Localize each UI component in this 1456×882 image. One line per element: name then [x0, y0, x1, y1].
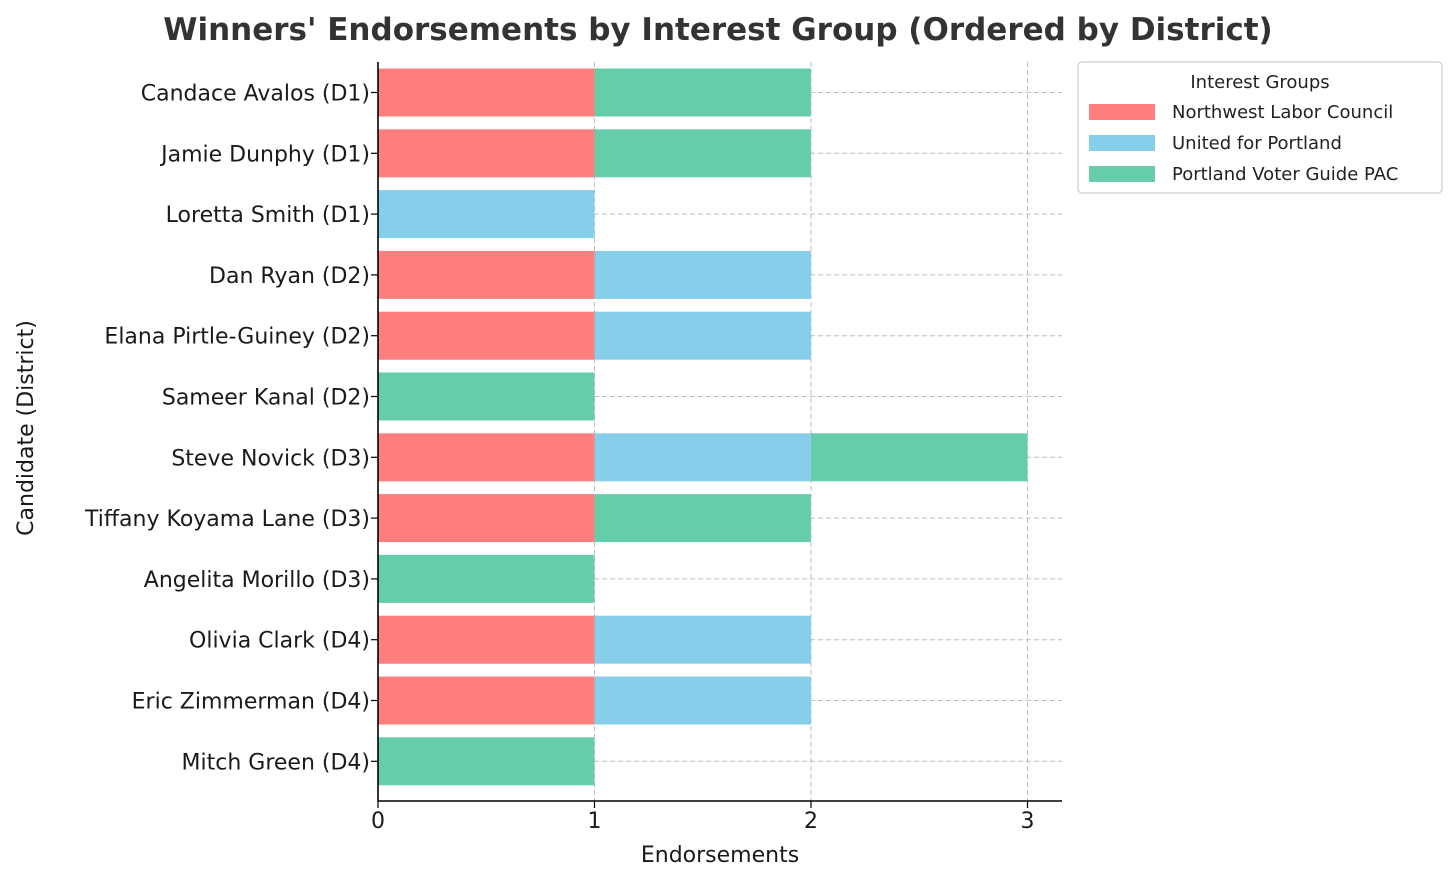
x-tick-label: 0 — [371, 809, 385, 834]
bar-segment — [594, 311, 811, 360]
bar-segment — [378, 311, 595, 360]
y-tick-label: Candace Avalos (D1) — [141, 82, 370, 107]
y-tick-labels: Candace Avalos (D1) Jamie Dunphy (D1) Lore… — [84, 82, 378, 775]
legend-label: Northwest Labor Council — [1172, 102, 1393, 123]
y-tick-label: Tiffany Koyama Lane (D3) — [84, 507, 370, 532]
x-axis-label: Endorsements — [641, 843, 799, 868]
x-tick-labels: 0 1 2 3 — [371, 801, 1035, 834]
bar-segment — [378, 737, 595, 786]
bar-segment — [594, 615, 811, 664]
bar-segment — [594, 68, 811, 117]
y-tick-label: Olivia Clark (D4) — [189, 629, 370, 654]
bar-segment — [378, 250, 595, 299]
legend-label: United for Portland — [1172, 133, 1342, 154]
bar-segment — [378, 190, 595, 239]
x-tick-label: 1 — [588, 809, 602, 834]
legend-swatch — [1089, 166, 1155, 182]
bar-segment — [594, 129, 811, 178]
x-tick-label: 2 — [804, 809, 818, 834]
y-tick-label: Jamie Dunphy (D1) — [159, 142, 370, 167]
bar-segment — [594, 250, 811, 299]
bar-segment — [378, 554, 595, 603]
bar-segment — [594, 676, 811, 725]
y-tick-label: Elana Pirtle-Guiney (D2) — [104, 325, 370, 350]
x-tick-label: 3 — [1021, 809, 1035, 834]
y-tick-label: Eric Zimmerman (D4) — [132, 690, 370, 715]
legend-frame — [1077, 61, 1443, 194]
y-axis-label: Candidate (District) — [14, 320, 39, 536]
bar-segment — [378, 129, 595, 178]
y-tick-label: Angelita Morillo (D3) — [144, 568, 370, 593]
bar-segment — [378, 68, 595, 117]
legend: Interest Groups Northwest Labor Council U… — [1077, 61, 1443, 194]
legend-swatch — [1089, 104, 1155, 120]
bar-segment — [811, 433, 1028, 482]
legend-items: Northwest Labor Council United for Portla… — [1089, 102, 1398, 185]
bar-segment — [378, 433, 595, 482]
legend-label: Portland Voter Guide PAC — [1172, 164, 1398, 185]
bar-segment — [594, 494, 811, 543]
bars — [378, 68, 1028, 786]
bar-segment — [378, 615, 595, 664]
y-tick-label: Mitch Green (D4) — [182, 750, 370, 775]
bar-segment — [378, 676, 595, 725]
y-tick-label: Loretta Smith (D1) — [166, 203, 370, 228]
chart-title: Winners' Endorsements by Interest Group … — [163, 12, 1272, 48]
y-tick-label: Steve Novick (D3) — [171, 446, 370, 471]
y-tick-label: Dan Ryan (D2) — [209, 264, 370, 289]
y-tick-label: Sameer Kanal (D2) — [162, 386, 370, 411]
bar-segment — [594, 433, 811, 482]
bar-segment — [378, 372, 595, 421]
legend-title: Interest Groups — [1190, 72, 1329, 93]
legend-swatch — [1089, 135, 1155, 151]
bar-segment — [378, 494, 595, 543]
